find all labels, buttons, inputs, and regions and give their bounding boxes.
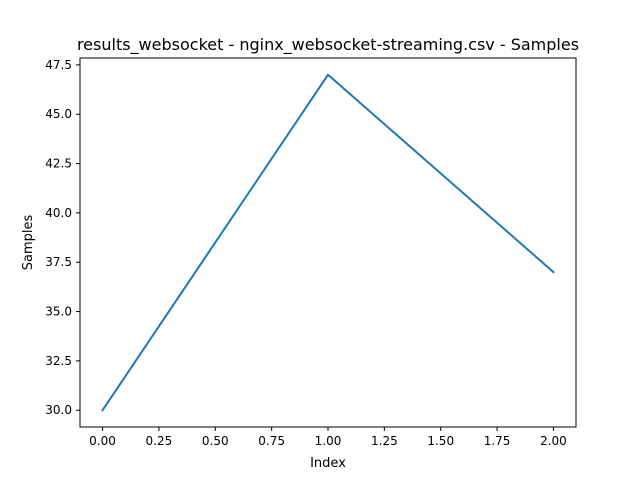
y-tick-label: 37.5 [45,255,72,269]
x-axis-ticks: 0.00 0.25 0.50 0.75 1.00 1.25 1.50 1.75 2.00 [89,427,567,448]
x-tick-label: 2.00 [540,434,567,448]
axes-frame [79,57,577,428]
y-tick-label: 42.5 [45,157,72,171]
x-tick-label: 1.00 [315,434,342,448]
y-tick-label: 30.0 [45,403,72,417]
x-axis-label: Index [310,456,346,471]
x-tick-label: 0.25 [146,434,173,448]
x-tick-label: 0.75 [258,434,285,448]
y-axis-label: Samples [21,215,36,271]
series-layer [101,73,555,412]
plot-area [80,58,576,427]
x-tick-label: 0.50 [202,434,229,448]
x-tick-label: 1.50 [427,434,454,448]
y-tick-label: 47.5 [45,58,72,72]
y-tick-label: 32.5 [45,354,72,368]
x-tick-label: 0.00 [89,434,116,448]
y-tick-label: 45.0 [45,107,72,121]
y-axis-ticks: 30.0 32.5 35.0 37.5 40.0 42.5 45.0 47.5 [45,58,80,417]
y-tick-label: 35.0 [45,305,72,319]
series-line [101,73,555,412]
x-tick-label: 1.25 [371,434,398,448]
y-tick-label: 40.0 [45,206,72,220]
x-tick-label: 1.75 [484,434,511,448]
chart-title: results_websocket - nginx_websocket-stre… [77,35,579,55]
